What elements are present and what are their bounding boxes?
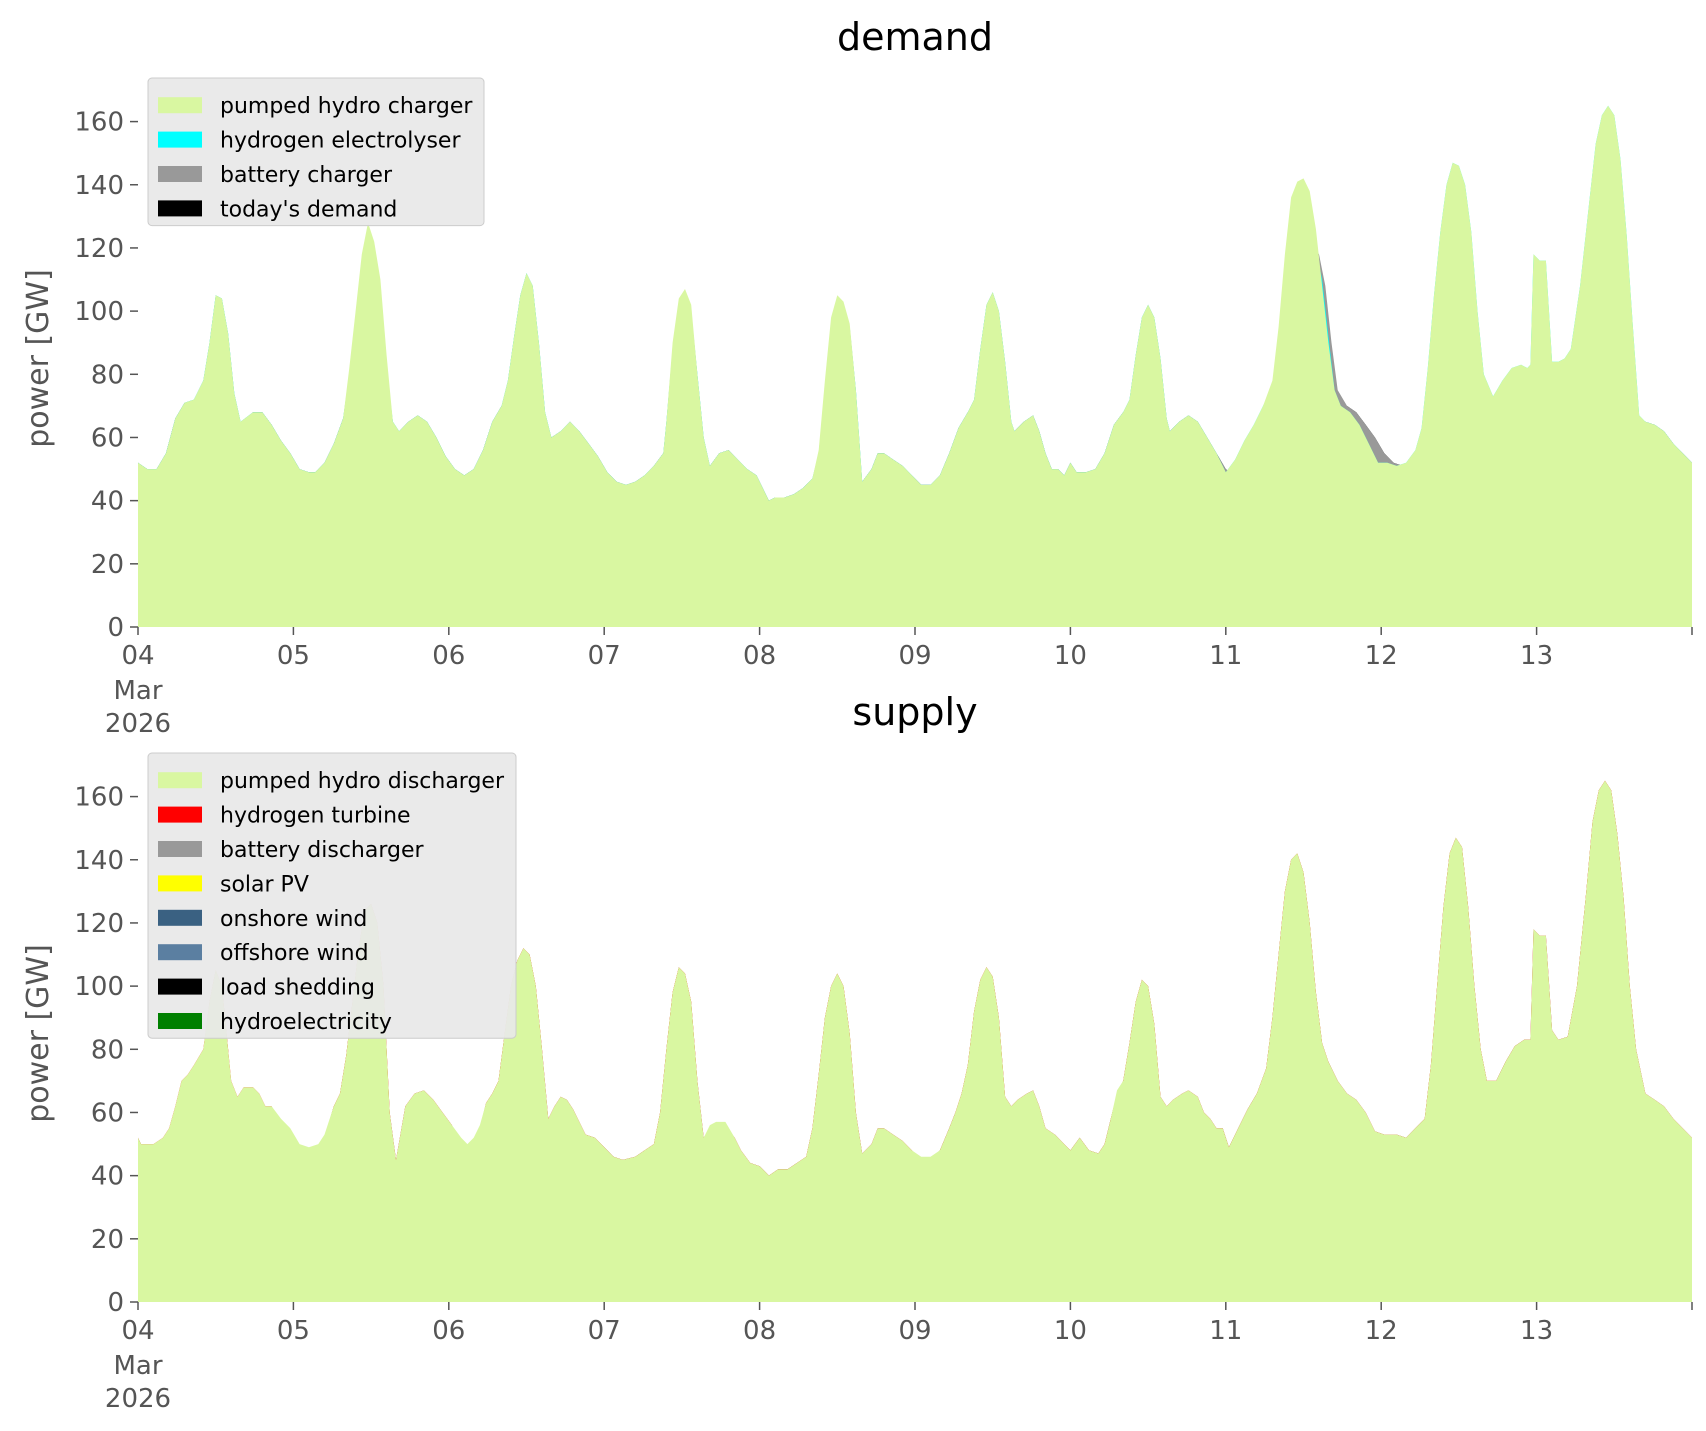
y-axis-label: power [GW] — [21, 944, 56, 1123]
x-tick-sublabel: 2026 — [105, 709, 171, 739]
legend-label-battery-charger: battery charger — [220, 163, 393, 188]
y-tick-label: 60 — [91, 1098, 124, 1128]
x-tick-label: 13 — [1520, 1316, 1553, 1346]
y-tick-label: 80 — [91, 360, 124, 390]
x-tick-label: 11 — [1209, 1316, 1242, 1346]
chart-title: demand — [837, 15, 993, 59]
legend-label-hydrogen-electrolyser: hydrogen electrolyser — [220, 129, 461, 154]
x-tick-label: 04 — [121, 641, 154, 671]
legend: pumped hydro discharger hydrogen turbine b… — [147, 752, 517, 1039]
x-tick-label: 06 — [432, 1316, 465, 1346]
y-tick-label: 20 — [91, 1225, 124, 1255]
x-tick-label: 12 — [1365, 641, 1398, 671]
legend-swatch-battery-discharger — [158, 841, 202, 857]
x-tick-label: 10 — [1054, 1316, 1087, 1346]
x-tick-sublabel: Mar — [113, 676, 162, 706]
y-tick-label: 140 — [74, 846, 124, 876]
legend-box — [147, 752, 517, 1039]
legend-label-hydroelectricity: hydroelectricity — [220, 1010, 392, 1035]
y-tick-label: 0 — [107, 613, 124, 643]
legend-label-pumped-hydro-discharger: pumped hydro discharger — [220, 769, 505, 794]
legend-swatch-pumped-hydro-discharger — [158, 772, 202, 789]
y-tick-label: 40 — [91, 1162, 124, 1192]
legend-swatch-pumped-hydro-charger — [158, 97, 202, 114]
y-tick-label: 160 — [74, 108, 124, 138]
y-tick-label: 160 — [74, 783, 124, 813]
y-tick-label: 80 — [91, 1035, 124, 1065]
legend-label-onshore-wind: onshore wind — [220, 907, 367, 932]
legend-label-today-s-demand: today's demand — [220, 197, 397, 222]
x-tick-sublabel: Mar — [113, 1351, 162, 1381]
legend: pumped hydro charger hydrogen electrolyse… — [147, 77, 485, 227]
chart-title: supply — [852, 690, 977, 734]
legend-swatch-hydrogen-electrolyser — [158, 131, 202, 148]
y-tick-label: 0 — [107, 1288, 124, 1318]
x-tick-label: 11 — [1209, 641, 1242, 671]
legend-label-offshore-wind: offshore wind — [220, 941, 369, 966]
x-tick-label: 08 — [743, 641, 776, 671]
x-tick-label: 07 — [588, 1316, 621, 1346]
y-tick-label: 100 — [74, 297, 124, 327]
legend-label-hydrogen-turbine: hydrogen turbine — [220, 804, 411, 829]
legend-label-solar-pv: solar PV — [220, 872, 309, 897]
y-tick-label: 40 — [91, 487, 124, 517]
x-tick-label: 04 — [121, 1316, 154, 1346]
x-tick-label: 10 — [1054, 641, 1087, 671]
y-tick-label: 20 — [91, 550, 124, 580]
legend-swatch-load-shedding — [158, 978, 202, 995]
panel-demand: demand power [GW] 0 20 40 60 80 100 120 140 160 04 M… — [21, 15, 1693, 739]
legend-label-pumped-hydro-charger: pumped hydro charger — [220, 94, 473, 119]
legend-swatch-hydrogen-turbine — [158, 806, 202, 823]
y-tick-label: 100 — [74, 972, 124, 1002]
x-tick-label: 13 — [1520, 641, 1553, 671]
x-tick-label: 12 — [1365, 1316, 1398, 1346]
legend-label-battery-discharger: battery discharger — [220, 838, 425, 863]
x-tick-label: 08 — [743, 1316, 776, 1346]
x-tick-label: 05 — [277, 641, 310, 671]
x-tick-label: 06 — [432, 641, 465, 671]
x-tick-label: 09 — [898, 641, 931, 671]
series-area-pumped-hydro-discharger — [138, 780, 1692, 1302]
x-tick-sublabel: 2026 — [105, 1384, 171, 1414]
panel-supply: supply power [GW] 0 20 40 60 80 100 120 140 160 04 M… — [21, 690, 1693, 1414]
y-axis-label: power [GW] — [21, 269, 56, 448]
legend-label-load-shedding: load shedding — [220, 976, 375, 1001]
series-area-pumped-hydro-charger — [138, 105, 1692, 628]
legend-swatch-onshore-wind — [158, 909, 202, 926]
legend-swatch-battery-charger — [158, 166, 202, 182]
legend-swatch-offshore-wind — [158, 944, 202, 961]
legend-swatch-solar-pv — [158, 875, 202, 892]
legend-swatch-hydroelectricity — [158, 1013, 202, 1029]
y-tick-label: 120 — [74, 234, 124, 264]
legend-box — [147, 77, 485, 227]
y-tick-label: 140 — [74, 171, 124, 201]
x-tick-label: 09 — [898, 1316, 931, 1346]
y-tick-label: 60 — [91, 423, 124, 453]
x-tick-label: 05 — [277, 1316, 310, 1346]
legend-swatch-today-s-demand — [158, 200, 202, 217]
x-tick-label: 07 — [588, 641, 621, 671]
y-tick-label: 120 — [74, 909, 124, 939]
